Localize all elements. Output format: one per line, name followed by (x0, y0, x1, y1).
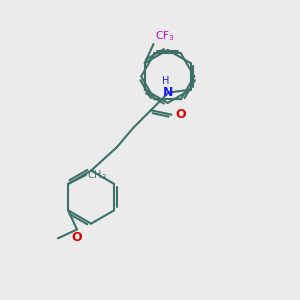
Text: H: H (162, 76, 169, 86)
Text: O: O (72, 231, 82, 244)
Text: CH$_3$: CH$_3$ (87, 168, 107, 182)
Text: O: O (175, 108, 186, 121)
Text: N: N (163, 86, 174, 99)
Text: CF$_3$: CF$_3$ (155, 30, 174, 44)
